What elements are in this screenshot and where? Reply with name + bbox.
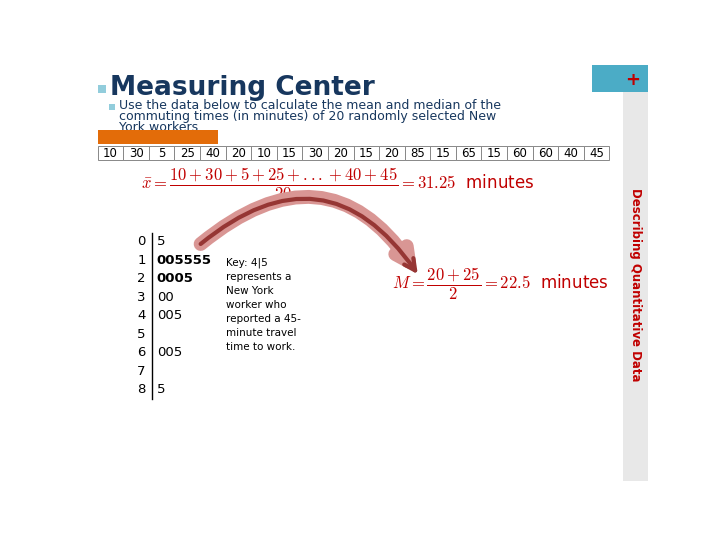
Text: 4: 4: [138, 309, 145, 322]
Text: 8: 8: [138, 383, 145, 396]
Text: Example, page 53: Example, page 53: [101, 131, 234, 144]
Text: 6: 6: [138, 346, 145, 359]
Bar: [225, 146, 251, 160]
Text: 20: 20: [333, 147, 348, 160]
Text: commuting times (in minutes) of 20 randomly selected New: commuting times (in minutes) of 20 rando…: [120, 110, 497, 123]
Text: Measuring Center: Measuring Center: [110, 75, 375, 101]
Text: 0: 0: [138, 235, 145, 248]
Bar: [276, 146, 302, 160]
Text: 005555: 005555: [157, 254, 212, 267]
Bar: [149, 146, 174, 160]
FancyArrowPatch shape: [201, 197, 409, 261]
Text: 15: 15: [282, 147, 297, 160]
Text: 5: 5: [157, 383, 165, 396]
Text: 005: 005: [157, 346, 182, 359]
Text: 40: 40: [564, 147, 578, 160]
Text: 15: 15: [487, 147, 502, 160]
Text: 20: 20: [231, 147, 246, 160]
Text: 5: 5: [138, 328, 145, 341]
Bar: [123, 146, 149, 160]
Text: 65: 65: [461, 147, 476, 160]
Bar: [302, 146, 328, 160]
Bar: [200, 146, 225, 160]
Bar: [558, 146, 584, 160]
Text: Key: 4|5
represents a
New York
worker who
reported a 45-
minute travel
time to w: Key: 4|5 represents a New York worker wh…: [225, 257, 300, 352]
FancyBboxPatch shape: [624, 65, 648, 481]
FancyArrowPatch shape: [201, 199, 415, 271]
Text: 40: 40: [205, 147, 220, 160]
Bar: [507, 146, 533, 160]
Bar: [251, 146, 276, 160]
Bar: [98, 146, 123, 160]
Text: 10: 10: [103, 147, 118, 160]
Text: 45: 45: [589, 147, 604, 160]
Bar: [584, 146, 609, 160]
Text: 5: 5: [158, 147, 166, 160]
Text: 20: 20: [384, 147, 400, 160]
Text: Describing Quantitative Data: Describing Quantitative Data: [629, 187, 642, 381]
Bar: [405, 146, 431, 160]
Text: 3: 3: [138, 291, 145, 304]
Text: 7: 7: [138, 364, 145, 378]
Bar: [174, 146, 200, 160]
Text: 30: 30: [307, 147, 323, 160]
Text: $\bar{x} = \dfrac{10 + 30 + 5 + 25 + ... + 40 + 45}{20} = 31.25$  minutes: $\bar{x} = \dfrac{10 + 30 + 5 + 25 + ...…: [141, 166, 535, 202]
Text: 2: 2: [138, 272, 145, 285]
Text: 60: 60: [513, 147, 527, 160]
Text: $M = \dfrac{20 + 25}{2} = 22.5$  minutes: $M = \dfrac{20 + 25}{2} = 22.5$ minutes: [392, 266, 609, 302]
Text: Use the data below to calculate the mean and median of the: Use the data below to calculate the mean…: [120, 99, 501, 112]
FancyBboxPatch shape: [109, 104, 114, 110]
FancyBboxPatch shape: [593, 65, 648, 92]
Bar: [354, 146, 379, 160]
Text: 00: 00: [157, 291, 174, 304]
Bar: [482, 146, 507, 160]
Text: 10: 10: [256, 147, 271, 160]
Text: 85: 85: [410, 147, 425, 160]
Text: +: +: [625, 71, 640, 89]
FancyBboxPatch shape: [98, 130, 218, 144]
Text: 0005: 0005: [157, 272, 194, 285]
Text: 25: 25: [180, 147, 194, 160]
Bar: [379, 146, 405, 160]
Text: York workers.: York workers.: [120, 120, 202, 134]
Text: 15: 15: [359, 147, 374, 160]
Bar: [533, 146, 558, 160]
Text: 60: 60: [538, 147, 553, 160]
Text: 1: 1: [138, 254, 145, 267]
Text: 15: 15: [436, 147, 451, 160]
FancyBboxPatch shape: [98, 85, 106, 92]
Text: 5: 5: [157, 235, 165, 248]
Bar: [328, 146, 354, 160]
Bar: [456, 146, 482, 160]
Bar: [431, 146, 456, 160]
Text: 30: 30: [129, 147, 143, 160]
Text: 005: 005: [157, 309, 182, 322]
